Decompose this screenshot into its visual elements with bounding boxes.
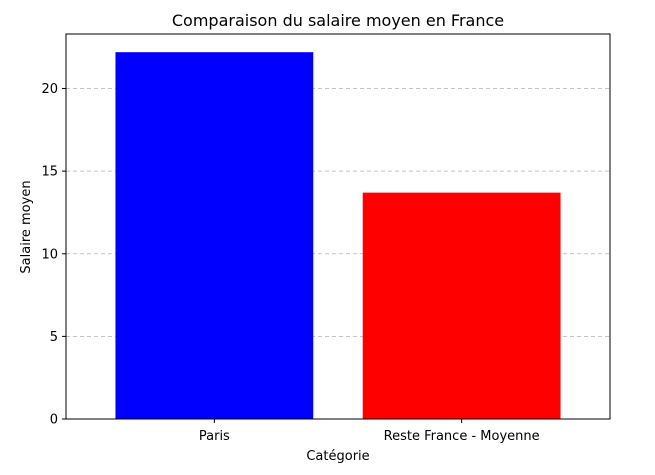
x-tick-label: Reste France - Moyenne	[384, 429, 540, 444]
bars	[115, 52, 561, 419]
x-tick-label: Paris	[199, 429, 230, 444]
y-tick-label: 20	[41, 82, 58, 97]
x-axis-label: Catégorie	[306, 449, 369, 464]
y-tick-label: 0	[50, 413, 58, 428]
plot-frame	[65, 33, 611, 420]
y-tick-label: 5	[50, 330, 58, 345]
y-tick-label: 15	[41, 165, 58, 180]
y-tick-label: 10	[41, 247, 58, 262]
chart-title: Comparaison du salaire moyen en France	[172, 11, 504, 30]
y-axis-label: Salaire moyen	[19, 180, 34, 273]
x-axis: Paris Reste France - Moyenne	[199, 419, 540, 444]
y-axis: 0 5 10 15 20	[41, 82, 66, 428]
bar-paris	[115, 52, 314, 419]
bar-reste-france-moyenne	[362, 192, 561, 419]
